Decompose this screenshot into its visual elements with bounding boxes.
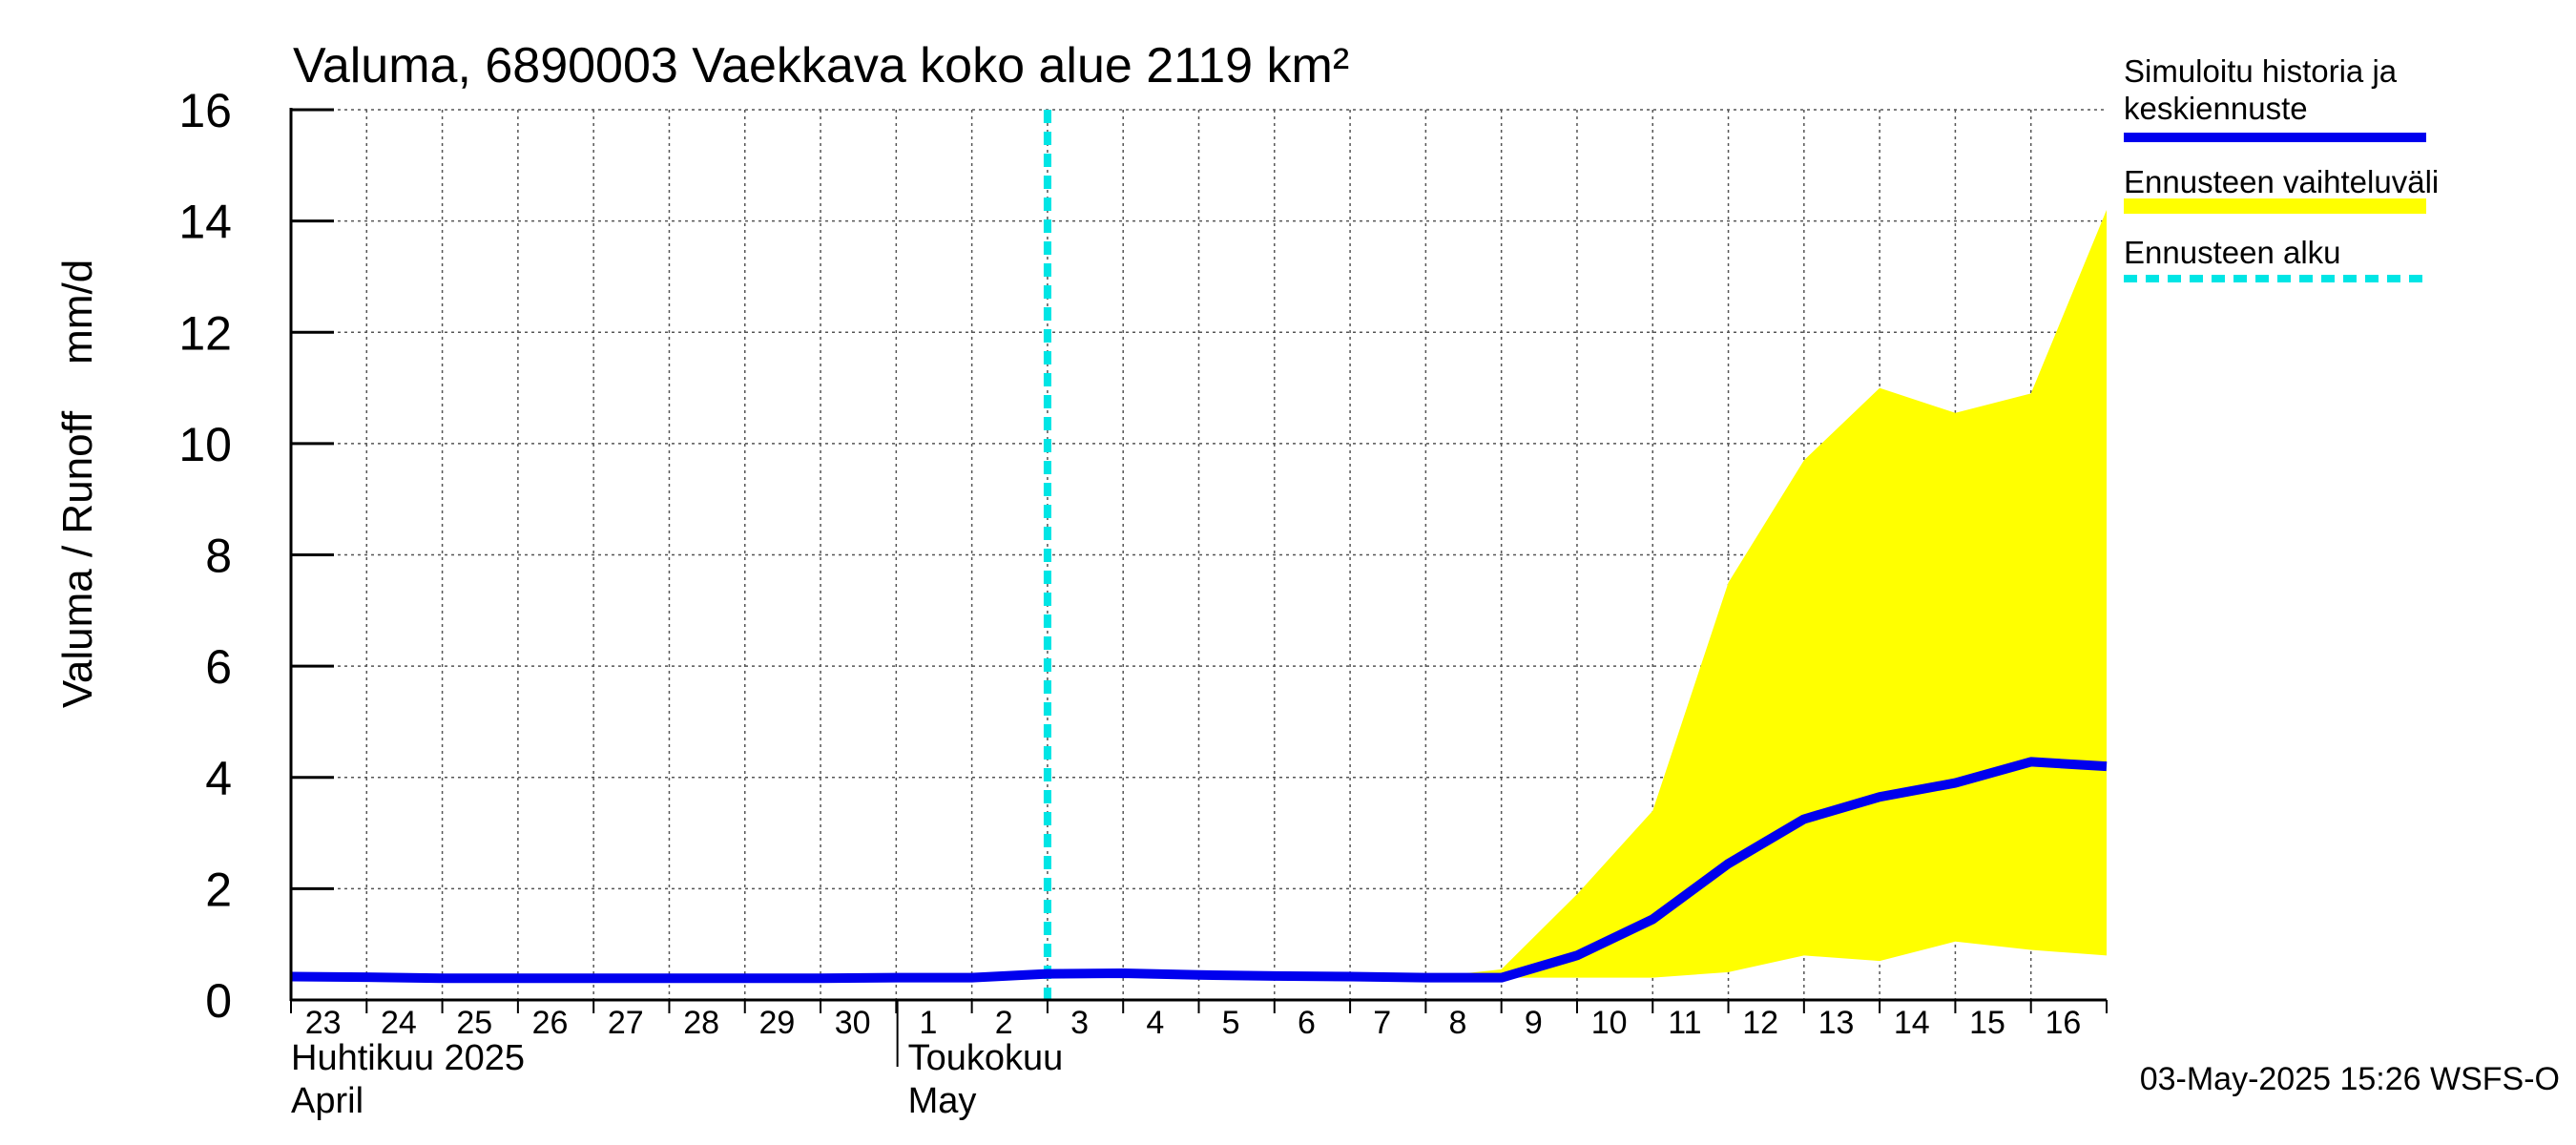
y-tick-label: 8 <box>205 530 232 583</box>
x-tick-label: 30 <box>835 1005 871 1041</box>
x-tick-label: 7 <box>1373 1005 1391 1041</box>
y-tick-label: 4 <box>205 752 232 805</box>
forecast-band-layer <box>1425 209 2107 978</box>
legend-label-band: Ennusteen vaihteluväli <box>2124 164 2439 199</box>
x-tick-label: 4 <box>1146 1005 1164 1041</box>
runoff-series-line <box>290 757 2108 984</box>
legend-label-forecast-start: Ennusteen alku <box>2124 235 2341 270</box>
month-label-fi: Huhtikuu 2025 <box>291 1038 525 1078</box>
x-tick-label: 28 <box>683 1005 719 1041</box>
x-tick-label: 11 <box>1668 1005 1701 1041</box>
month-label-en: May <box>908 1081 977 1121</box>
y-tick-label: 6 <box>205 640 232 694</box>
chart-title: Valuma, 6890003 Vaekkava koko alue 2119 … <box>293 38 1349 94</box>
x-tick-label: 15 <box>1969 1005 2005 1041</box>
x-tick-label: 6 <box>1298 1005 1316 1041</box>
forecast-range-band <box>1425 209 2107 978</box>
x-tick-label: 25 <box>456 1005 492 1041</box>
footer-timestamp: 03-May-2025 15:26 WSFS-O <box>2140 1061 2560 1097</box>
x-tick-label: 29 <box>758 1005 795 1041</box>
legend: Simuloitu historia ja keskiennuste Ennus… <box>2124 53 2439 282</box>
x-tick-label: 27 <box>608 1005 644 1041</box>
x-tick-label: 12 <box>1742 1005 1778 1041</box>
x-tick-label: 23 <box>305 1005 342 1041</box>
x-tick-label: 14 <box>1894 1005 1930 1041</box>
y-tick-label: 12 <box>178 306 232 360</box>
y-tick-label: 16 <box>178 84 232 137</box>
month-label-en: April <box>291 1081 364 1121</box>
x-tick-label: 8 <box>1449 1005 1467 1041</box>
y-tick-label: 2 <box>205 863 232 916</box>
y-tick-label: 0 <box>205 974 232 1028</box>
x-tick-label: 1 <box>920 1005 938 1041</box>
x-tick-label: 13 <box>1818 1005 1855 1041</box>
x-tick-label: 3 <box>1070 1005 1089 1041</box>
x-tick-label: 2 <box>995 1005 1013 1041</box>
series-line-layer <box>290 110 2108 1000</box>
y-tick-label: 10 <box>178 418 232 471</box>
axes <box>289 108 2108 1067</box>
x-tick-label: 10 <box>1591 1005 1628 1041</box>
x-tick-label: 24 <box>381 1005 417 1041</box>
y-axis-label: Valuma / Runoff mm/d <box>54 260 101 708</box>
x-tick-label: 16 <box>2045 1005 2081 1041</box>
x-tick-label: 5 <box>1222 1005 1240 1041</box>
x-tick-label: 26 <box>532 1005 569 1041</box>
legend-label-history: Simuloitu historia ja keskiennuste <box>2124 53 2405 126</box>
x-tick-label: 9 <box>1525 1005 1543 1041</box>
y-tick-label: 14 <box>178 196 232 249</box>
month-label-fi: Toukokuu <box>908 1038 1064 1078</box>
